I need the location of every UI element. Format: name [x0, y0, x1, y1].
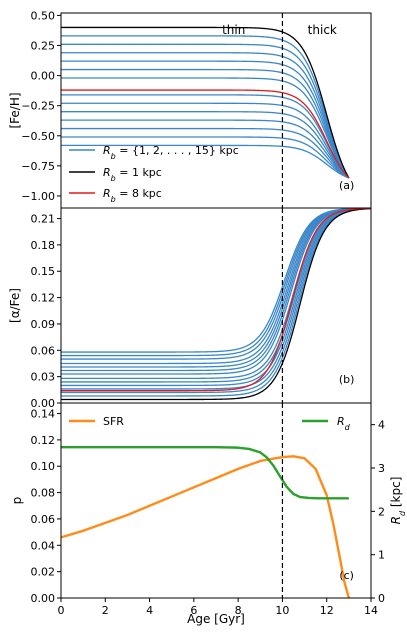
feh-line-rb-9: [61, 94, 350, 179]
panel-a-y-label: [Fe/H]: [8, 92, 22, 128]
feh-line-rb-10: [61, 102, 350, 179]
alpha-line-rb-2: [61, 208, 371, 397]
panel-c-y-tick-label: 0.04: [31, 539, 56, 552]
panel-a-y-tick-label: 0.00: [31, 70, 56, 83]
alpha-line-rb-1: [61, 208, 371, 401]
x-tick-label: 2: [102, 604, 109, 617]
panel-b: 0.21 0.18 0.15 0.12 0.09 0.06 0.03 0.00 [α/Fe] (b…: [8, 207, 372, 410]
x-tick-label: 10: [275, 604, 289, 617]
panel-c-y-tick-label: 0.12: [31, 434, 56, 447]
feh-line-rb-7: [61, 77, 350, 179]
panel-b-tag: (b): [339, 373, 355, 386]
panel-c-y-tick-label: 0.02: [31, 566, 56, 579]
panel-a-y-tick-label: 0.50: [31, 9, 56, 22]
panel-b-y-tick-label: 0.12: [31, 292, 56, 305]
alpha-line-rb-15: [61, 208, 371, 353]
feh-line-rb-3: [61, 43, 350, 179]
panel-b-y-tick-label: 0.15: [31, 265, 56, 278]
panel-a-y-tick-label: −1.00: [21, 190, 55, 203]
x-tick-label: 14: [364, 604, 378, 617]
panel-b-y-tick-label: 0.21: [31, 213, 56, 226]
feh-line-rb-14: [61, 136, 350, 179]
x-tick-label: 4: [146, 604, 153, 617]
legend-label-sfr: SFR: [103, 415, 124, 428]
alpha-line-rb-13: [61, 208, 371, 360]
alpha-line-rb-8: [61, 208, 371, 392]
feh-line-rb-2: [61, 35, 350, 179]
panel-c-y-tick-label: 0.10: [31, 460, 56, 473]
panel-b-y-tick-label: 0.09: [31, 318, 56, 331]
panel-a-y-tick-label: 0.25: [31, 40, 56, 53]
panel-a-y-tick-label: −0.75: [21, 160, 55, 173]
feh-line-rb-15: [61, 144, 350, 179]
legend-label-1: Rb = 1 kpc: [103, 166, 162, 183]
x-tick-label: 8: [235, 604, 242, 617]
alpha-line-rb-9: [61, 208, 371, 375]
panel-c-y2-tick-label: 3: [378, 462, 385, 475]
panel-b-y-tick-label: 0.00: [31, 397, 56, 410]
x-tick-label: 0: [58, 604, 65, 617]
feh-line-rb-11: [61, 111, 350, 179]
feh-line-rb-1: [61, 26, 350, 179]
panel-c-y-tick-label: 0.08: [31, 487, 56, 500]
x-tick-label: 12: [320, 604, 334, 617]
panel-b-y-tick-label: 0.03: [31, 371, 56, 384]
alpha-line-rb-6: [61, 208, 371, 383]
legend-label-2: Rb = 8 kpc: [103, 187, 162, 204]
panel-c-y-tick-label: 0.00: [31, 592, 56, 605]
alpha-line-rb-7: [61, 208, 371, 380]
panel-c-y2-tick-label: 1: [378, 549, 385, 562]
panel-c-y-tick-label: 0.14: [31, 408, 56, 421]
panel-a-y-tick-label: −0.50: [21, 130, 55, 143]
alpha-line-rb-5: [61, 208, 371, 387]
panel-b-y-tick-label: 0.18: [31, 239, 56, 252]
annotation-thick: thick: [308, 23, 337, 37]
alpha-line-rb-3: [61, 208, 371, 394]
panel-a-legend: Rb = {1, 2, . . . , 15} kpc Rb = 1 kpc Rb …: [69, 144, 239, 204]
panel-c-y-label: p: [10, 497, 24, 505]
x-tick-label: 6: [190, 604, 197, 617]
rd-line: [61, 446, 349, 500]
panel-c-y2-label: Rd [kpc]: [389, 477, 407, 525]
alpha-line-rb-10: [61, 208, 371, 372]
sfr-line: [61, 455, 351, 598]
panel-c-y2-tick-label: 0: [378, 592, 385, 605]
feh-line-rb-8: [61, 89, 350, 179]
panel-c-tag: (c): [339, 569, 354, 582]
feh-line-rb-4: [61, 52, 350, 179]
alpha-line-rb-12: [61, 208, 371, 365]
feh-line-rb-6: [61, 68, 350, 179]
panel-c-y2-tick-label: 4: [378, 419, 385, 432]
x-axis-label: Age [Gyr]: [187, 612, 245, 626]
annotation-thin: thin: [222, 23, 245, 37]
alpha-line-rb-11: [61, 208, 371, 368]
panel-a: 0.50 0.25 0.00 −0.25 −0.50 −0.75 −1.00 [Fe/H] th…: [8, 9, 372, 209]
panel-c-y-tick-label: 0.06: [31, 513, 56, 526]
feh-line-rb-13: [61, 127, 350, 179]
panel-c-frame: [60, 402, 372, 599]
panel-b-y-tick-label: 0.06: [31, 344, 56, 357]
panel-a-tag: (a): [339, 179, 354, 192]
legend-label-rd: Rd: [337, 415, 351, 432]
alpha-line-rb-4: [61, 208, 371, 390]
feh-line-rb-5: [61, 60, 350, 179]
legend-label-0: Rb = {1, 2, . . . , 15} kpc: [103, 144, 239, 161]
alpha-line-rb-14: [61, 208, 371, 357]
panel-a-y-tick-label: −0.25: [21, 100, 55, 113]
panel-c-y2-tick-label: 2: [378, 505, 385, 518]
feh-line-rb-12: [61, 119, 350, 179]
panel-b-y-label: [α/Fe]: [8, 288, 22, 323]
